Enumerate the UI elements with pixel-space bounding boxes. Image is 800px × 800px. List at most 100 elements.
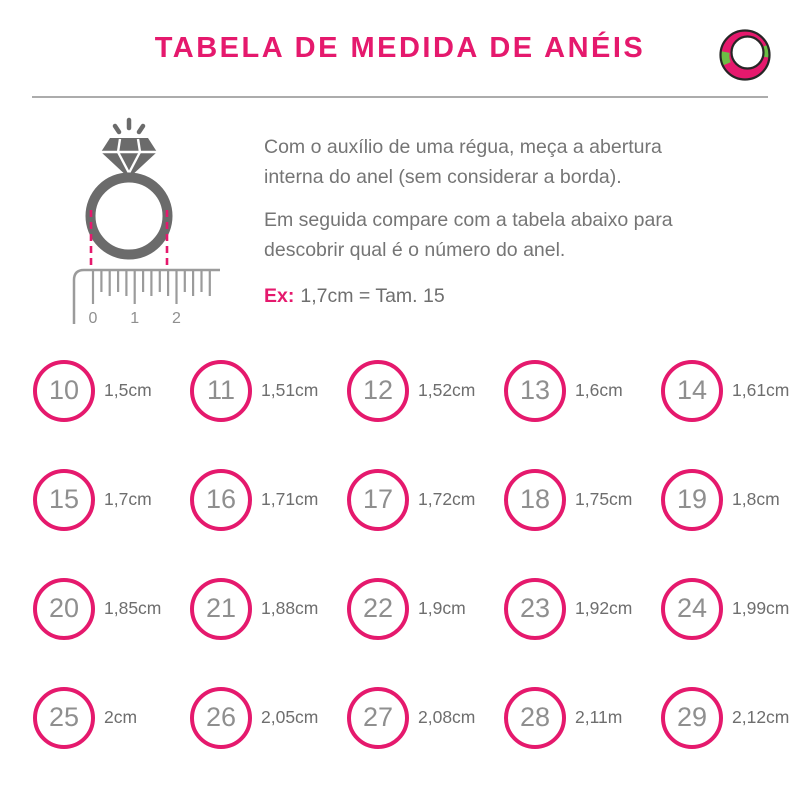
size-entry: 28 2,11m bbox=[504, 686, 661, 749]
size-entry: 23 1,92cm bbox=[504, 577, 661, 640]
size-number: 23 bbox=[519, 593, 551, 623]
size-entry: 27 2,08cm bbox=[347, 686, 504, 749]
size-number: 27 bbox=[362, 702, 394, 732]
size-measure: 1,61cm bbox=[732, 380, 790, 400]
size-measure: 1,5cm bbox=[104, 380, 152, 400]
instruction-paragraph-2: Em seguida compare com a tabela abaixo p… bbox=[264, 209, 673, 261]
size-number: 22 bbox=[362, 593, 394, 623]
size-circle: 27 bbox=[347, 686, 409, 749]
measure-guides bbox=[89, 210, 169, 266]
size-circle: 26 bbox=[190, 686, 252, 749]
header: TABELA DE MEDIDA DE ANÉIS bbox=[0, 0, 800, 96]
size-entry: 20 1,85cm bbox=[33, 577, 190, 640]
size-entry: 26 2,05cm bbox=[190, 686, 347, 749]
example-label: Ex: bbox=[264, 285, 295, 307]
size-number: 19 bbox=[676, 484, 708, 514]
size-number: 14 bbox=[676, 375, 708, 405]
size-entry: 12 1,52cm bbox=[347, 359, 504, 422]
size-measure: 2cm bbox=[104, 707, 138, 727]
size-circle: 22 bbox=[347, 577, 409, 640]
size-number: 21 bbox=[205, 593, 237, 623]
example-value: 1,7cm = Tam. 15 bbox=[300, 285, 445, 307]
brand-ring-logo-icon bbox=[719, 29, 771, 81]
size-entry: 17 1,72cm bbox=[347, 468, 504, 531]
size-number: 10 bbox=[48, 375, 80, 405]
size-number: 26 bbox=[205, 702, 237, 732]
size-measure: 1,7cm bbox=[104, 489, 152, 509]
size-circle: 23 bbox=[504, 577, 566, 640]
size-measure: 2,05cm bbox=[261, 707, 319, 727]
size-number: 13 bbox=[519, 375, 551, 405]
instruction-paragraph-1: Com o auxílio de uma régua, meça a abert… bbox=[264, 136, 662, 188]
size-circle: 10 bbox=[33, 359, 95, 422]
page-title: TABELA DE MEDIDA DE ANÉIS bbox=[154, 31, 646, 64]
size-circle: 21 bbox=[190, 577, 252, 640]
size-measure: 1,9cm bbox=[418, 598, 466, 618]
sparkle-icon bbox=[112, 117, 146, 135]
size-number: 29 bbox=[676, 702, 708, 732]
size-measure: 1,88cm bbox=[261, 598, 319, 618]
example-line: Ex: 1,7cm = Tam. 15 bbox=[264, 281, 716, 311]
size-entry: 15 1,7cm bbox=[33, 468, 190, 531]
size-circle: 11 bbox=[190, 359, 252, 422]
size-measure: 1,72cm bbox=[418, 489, 476, 509]
size-measure: 1,99cm bbox=[732, 598, 790, 618]
size-number: 20 bbox=[48, 593, 80, 623]
size-entry: 24 1,99cm bbox=[661, 577, 800, 640]
size-number: 25 bbox=[48, 702, 80, 732]
size-circle: 12 bbox=[347, 359, 409, 422]
size-measure: 1,6cm bbox=[575, 380, 623, 400]
size-entry: 14 1,61cm bbox=[661, 359, 800, 422]
size-number: 11 bbox=[206, 375, 236, 405]
size-circle: 29 bbox=[661, 686, 723, 749]
size-entry: 16 1,71cm bbox=[190, 468, 347, 531]
size-circle: 15 bbox=[33, 468, 95, 531]
size-number: 28 bbox=[519, 702, 551, 732]
size-circle: 18 bbox=[504, 468, 566, 531]
size-number: 15 bbox=[48, 484, 80, 514]
size-entry: 21 1,88cm bbox=[190, 577, 347, 640]
size-circle: 20 bbox=[33, 577, 95, 640]
instructions-text: Com o auxílio de uma régua, meça a abert… bbox=[264, 112, 716, 330]
size-circle: 13 bbox=[504, 359, 566, 422]
size-number: 18 bbox=[519, 484, 551, 514]
header-divider bbox=[32, 96, 768, 98]
size-circle: 19 bbox=[661, 468, 723, 531]
size-entry: 10 1,5cm bbox=[33, 359, 190, 422]
ruler-number: 1 bbox=[130, 310, 139, 327]
size-circle: 28 bbox=[504, 686, 566, 749]
size-entry: 11 1,51cm bbox=[190, 359, 347, 422]
size-measure: 2,11m bbox=[575, 707, 623, 727]
size-number: 12 bbox=[362, 375, 394, 405]
size-number: 24 bbox=[676, 593, 708, 623]
ring-size-table: 10 1,5cm 11 1,51cm 12 1,52cm 13 1,6cm 14… bbox=[0, 336, 800, 772]
size-entry: 29 2,12cm bbox=[661, 686, 800, 749]
size-circle: 16 bbox=[190, 468, 252, 531]
size-circle: 14 bbox=[661, 359, 723, 422]
size-measure: 1,75cm bbox=[575, 489, 633, 509]
size-circle: 25 bbox=[33, 686, 95, 749]
ring-band bbox=[85, 172, 173, 260]
size-measure: 1,71cm bbox=[261, 489, 319, 509]
ruler-number: 2 bbox=[172, 310, 181, 327]
size-number: 16 bbox=[205, 484, 237, 514]
size-entry: 13 1,6cm bbox=[504, 359, 661, 422]
size-measure: 1,92cm bbox=[575, 598, 633, 618]
size-measure: 1,52cm bbox=[418, 380, 476, 400]
size-entry: 22 1,9cm bbox=[347, 577, 504, 640]
ring-on-ruler-illustration-icon: 0 1 2 bbox=[72, 117, 220, 327]
size-measure: 1,85cm bbox=[104, 598, 162, 618]
size-entry: 19 1,8cm bbox=[661, 468, 800, 531]
size-measure: 2,08cm bbox=[418, 707, 476, 727]
diamond-icon bbox=[101, 138, 157, 178]
size-measure: 1,51cm bbox=[261, 380, 319, 400]
size-circle: 17 bbox=[347, 468, 409, 531]
size-number: 17 bbox=[362, 484, 394, 514]
size-circle: 24 bbox=[661, 577, 723, 640]
ruler-icon: 0 1 2 bbox=[72, 268, 220, 327]
size-measure: 2,12cm bbox=[732, 707, 790, 727]
measuring-section: 0 1 2 Com o auxílio de uma régua, meça a… bbox=[0, 98, 800, 330]
ruler-number: 0 bbox=[89, 310, 98, 327]
size-measure: 1,8cm bbox=[732, 489, 780, 509]
size-entry: 25 2cm bbox=[33, 686, 190, 749]
